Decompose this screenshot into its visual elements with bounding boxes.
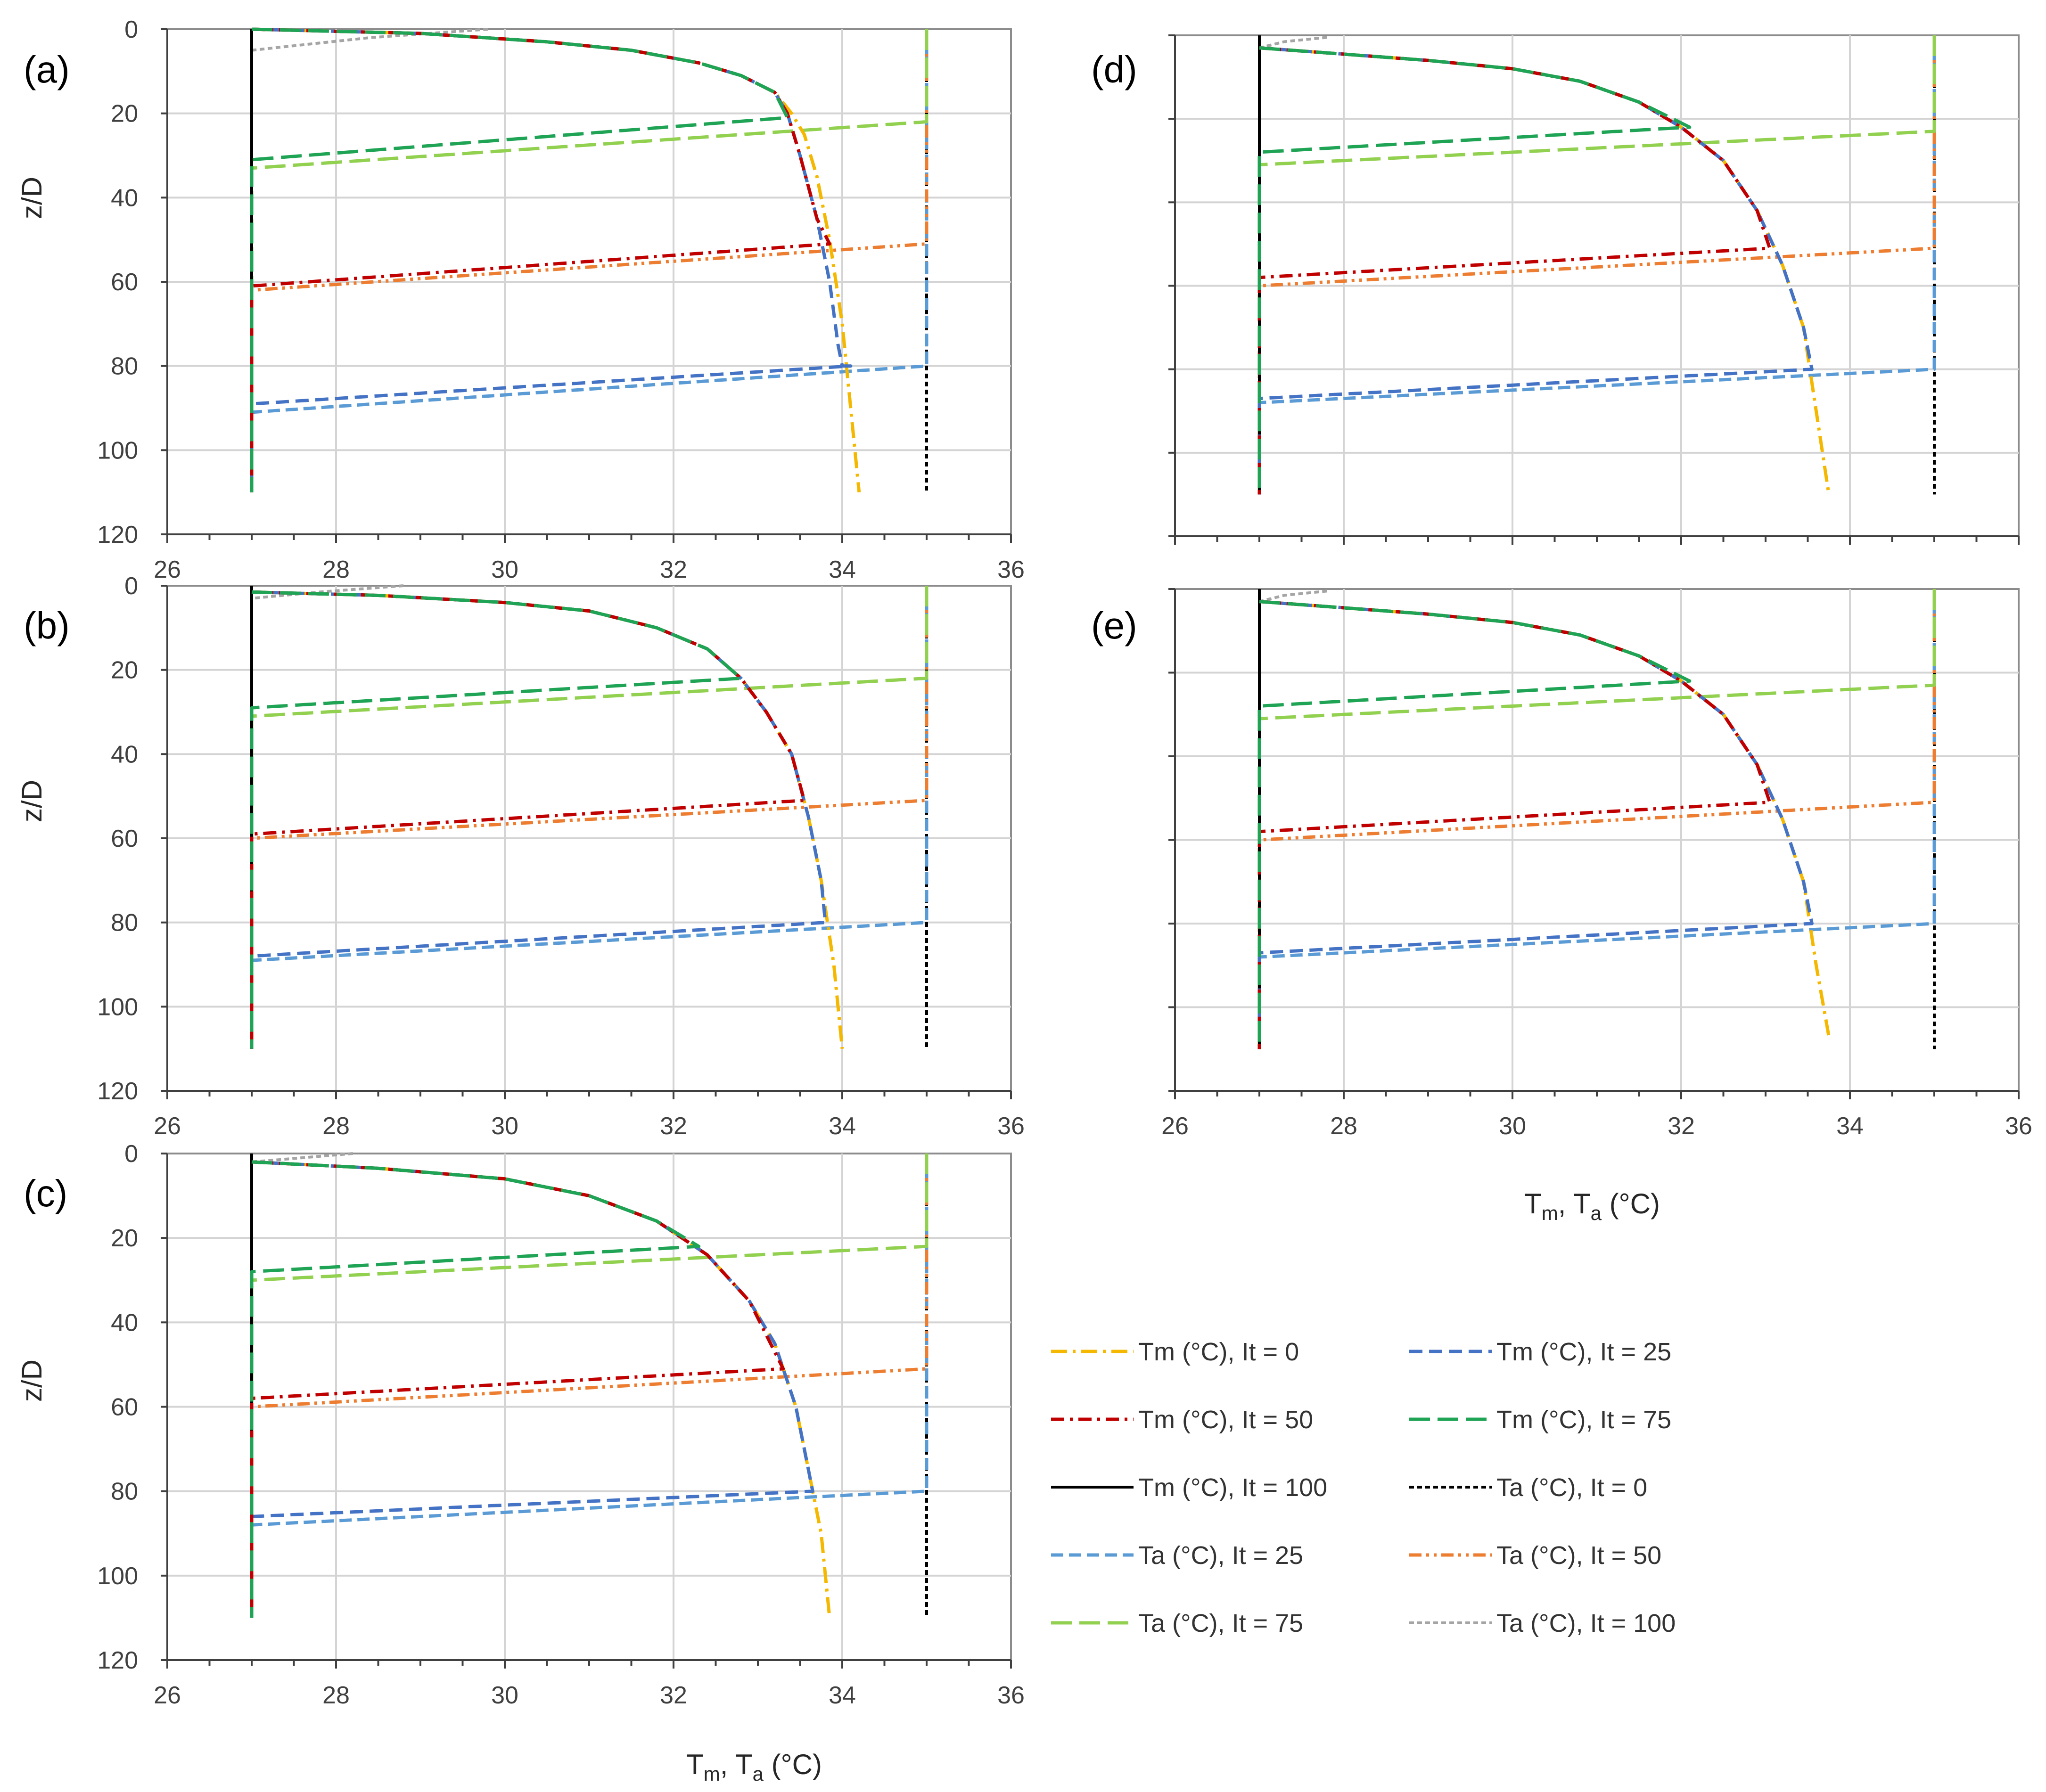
x-tick-label: 34 [829, 556, 856, 583]
x-tick-label: 32 [660, 1113, 687, 1140]
x-tick-label: 26 [1161, 1113, 1189, 1140]
x-tick-label: 30 [491, 556, 518, 583]
x-tick-label: 32 [1668, 1113, 1695, 1140]
legend-label: Tm (°C), It = 0 [1138, 1338, 1299, 1366]
legend-entry-tm-it75: Tm (°C), It = 75 [1409, 1406, 1671, 1434]
y-tick-label: 80 [111, 1478, 138, 1506]
legend-label: Ta (°C), It = 75 [1138, 1609, 1303, 1637]
x-tick-label: 36 [997, 1682, 1025, 1709]
chart-panels: 0 20 40 60 80 100 120 26 28 30 32 34 36 (a) 0 20 40 60 80 1… [24, 16, 2032, 1709]
x-tick-label: 30 [491, 1113, 518, 1140]
series-tm-it0 [251, 1160, 831, 1618]
y-tick-label: 60 [111, 269, 138, 296]
ylabel-panel-b: z/D [16, 780, 48, 822]
y-tick-label: 80 [111, 353, 138, 380]
x-tick-label: 28 [322, 1113, 350, 1140]
panel-c: 0 20 40 60 80 100 120 26 28 30 32 34 36 (c) [24, 1140, 1025, 1709]
legend-entry-ta-it25: Ta (°C), It = 25 [1051, 1541, 1303, 1570]
legend-label: Ta (°C), It = 50 [1496, 1541, 1661, 1570]
legend-label: Tm (°C), It = 75 [1496, 1406, 1671, 1434]
y-tick-label: 120 [97, 521, 138, 548]
x-tick-label: 26 [154, 556, 181, 583]
x-tick-label: 26 [154, 1682, 181, 1709]
panel-label-c: (c) [24, 1172, 67, 1214]
series-tm-it75 [250, 27, 789, 492]
panel-label-d: (d) [1091, 49, 1137, 90]
panel-label-e: (e) [1091, 605, 1137, 646]
xlabel-panel-e: Tm, Ta (°C) [1524, 1188, 1660, 1224]
y-tick-label: 120 [97, 1647, 138, 1674]
legend-entry-tm-it0: Tm (°C), It = 0 [1051, 1338, 1299, 1366]
panel-e: 26 28 30 32 34 36 (e) [1091, 588, 2032, 1140]
x-tick-label: 34 [1836, 1113, 1864, 1140]
x-tick-label: 28 [322, 1682, 350, 1709]
x-tick-label: 32 [660, 1682, 687, 1709]
x-tick-label: 28 [1330, 1113, 1357, 1140]
legend-label: Ta (°C), It = 25 [1138, 1541, 1303, 1570]
series-tm-it25 [250, 1160, 814, 1618]
x-tick-label: 32 [660, 556, 687, 583]
x-tick-label: 30 [491, 1682, 518, 1709]
legend-entry-ta-it100: Ta (°C), It = 100 [1409, 1609, 1676, 1637]
series-tm-it75 [250, 1160, 701, 1618]
y-tick-label: 20 [111, 1225, 138, 1252]
y-tick-label: 120 [97, 1078, 138, 1105]
x-tick-label: 30 [1499, 1113, 1526, 1140]
y-tick-label: 100 [97, 1563, 138, 1590]
series-ta-it50 [250, 29, 929, 492]
y-tick-label: 40 [111, 184, 138, 212]
legend-entry-ta-it0: Ta (°C), It = 0 [1409, 1473, 1647, 1502]
chart-legend: Tm (°C), It = 0 Tm (°C), It = 25 Tm (°C), … [1051, 1338, 1676, 1637]
legend-entry-tm-it100: Tm (°C), It = 100 [1051, 1473, 1327, 1502]
legend-entry-ta-it75: Ta (°C), It = 75 [1051, 1609, 1303, 1637]
y-tick-label: 40 [111, 741, 138, 768]
y-tick-label: 100 [97, 437, 138, 464]
legend-entry-ta-it50: Ta (°C), It = 50 [1409, 1541, 1661, 1570]
y-tick-label: 20 [111, 100, 138, 128]
y-tick-label: 100 [97, 993, 138, 1021]
series-tm-it75 [250, 590, 743, 1049]
y-tick-label: 20 [111, 657, 138, 684]
series-tm-it75 [1257, 46, 1692, 495]
panel-b: 0 20 40 60 80 100 120 26 28 30 32 34 36 (b) [24, 573, 1025, 1140]
series-tm-it75 [1257, 600, 1692, 1049]
y-tick-label: 0 [124, 16, 138, 43]
x-tick-label: 34 [829, 1113, 856, 1140]
panel-label-a: (a) [24, 49, 70, 90]
legend-label: Tm (°C), It = 25 [1496, 1338, 1671, 1366]
x-tick-label: 34 [829, 1682, 856, 1709]
x-tick-label: 36 [997, 1113, 1025, 1140]
panel-a: 0 20 40 60 80 100 120 26 28 30 32 34 36 (a) [24, 16, 1025, 583]
legend-label: Tm (°C), It = 50 [1138, 1406, 1313, 1434]
y-tick-label: 0 [124, 573, 138, 600]
legend-label: Tm (°C), It = 100 [1138, 1473, 1327, 1502]
ylabel-panel-c: z/D [16, 1359, 48, 1402]
y-tick-label: 60 [111, 1394, 138, 1421]
panel-label-b: (b) [24, 605, 70, 646]
ylabel-panel-a: z/D [16, 177, 48, 219]
y-tick-label: 80 [111, 909, 138, 937]
y-tick-label: 60 [111, 825, 138, 852]
series-ta-it75 [250, 29, 929, 492]
series-ta-it50 [1257, 35, 1936, 495]
x-tick-label: 36 [2005, 1113, 2032, 1140]
series-tm-it50 [250, 27, 831, 492]
xlabel-panel-c: Tm, Ta (°C) [686, 1749, 822, 1785]
y-tick-label: 0 [124, 1140, 138, 1168]
x-tick-label: 26 [154, 1113, 181, 1140]
y-tick-label: 40 [111, 1309, 138, 1336]
legend-entry-tm-it50: Tm (°C), It = 50 [1051, 1406, 1313, 1434]
legend-entry-tm-it25: Tm (°C), It = 25 [1409, 1338, 1671, 1366]
panel-d: (d) [1091, 34, 2020, 545]
x-tick-label: 36 [997, 556, 1025, 583]
legend-label: Ta (°C), It = 0 [1496, 1473, 1647, 1502]
x-tick-label: 28 [322, 556, 350, 583]
legend-label: Ta (°C), It = 100 [1496, 1609, 1676, 1637]
